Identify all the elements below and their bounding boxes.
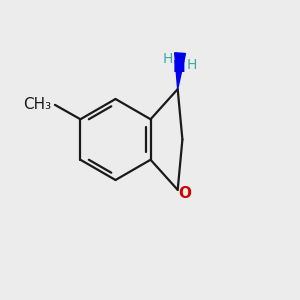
Text: N: N [173,60,186,75]
Text: H: H [186,58,197,72]
Text: H: H [163,52,173,66]
Polygon shape [175,53,185,89]
Text: CH₃: CH₃ [23,97,51,112]
Text: O: O [178,186,191,201]
